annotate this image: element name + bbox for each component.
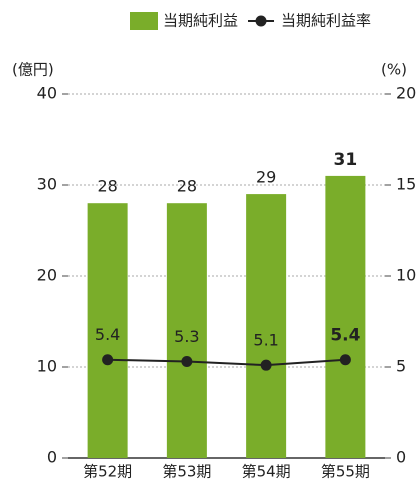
line-value-label: 5.1	[253, 331, 278, 350]
y2-axis-unit: (%)	[381, 61, 407, 79]
y-tick-label: 0	[47, 448, 57, 467]
y-tick-label: 40	[37, 84, 57, 103]
y-tick-label: 30	[37, 175, 57, 194]
bar-value-label: 28	[177, 177, 197, 196]
legend-label: 当期純利益	[163, 12, 238, 30]
y2-tick-label: 20	[396, 84, 416, 103]
legend-swatch	[255, 15, 267, 27]
x-tick-label: 第53期	[162, 463, 211, 481]
x-tick-label: 第52期	[83, 463, 132, 481]
bar	[246, 194, 287, 458]
x-tick-label: 第54期	[242, 463, 291, 481]
legend-label: 当期純利益率	[281, 12, 371, 30]
y2-tick-label: 15	[396, 175, 416, 194]
line-point	[181, 356, 193, 368]
line-value-label: 5.4	[95, 325, 120, 344]
y2-tick-label: 5	[396, 357, 406, 376]
bar	[87, 203, 128, 458]
y2-tick-label: 0	[396, 448, 406, 467]
line	[107, 358, 346, 367]
line-point	[260, 359, 272, 371]
bar	[325, 175, 366, 458]
line-point	[339, 354, 351, 366]
y2-tick-label: 10	[396, 266, 416, 285]
y-axis-unit: (億円)	[12, 61, 54, 79]
bar-value-label: 31	[334, 150, 358, 170]
y-tick-label: 10	[37, 357, 57, 376]
y-tick-label: 20	[37, 266, 57, 285]
line-value-label: 5.3	[174, 327, 199, 346]
line-value-label: 5.4	[330, 326, 360, 346]
bar	[166, 203, 207, 458]
legend-swatch	[130, 12, 158, 30]
bar-value-label: 28	[97, 177, 117, 196]
line-point	[102, 354, 114, 366]
bar-value-label: 29	[256, 168, 276, 187]
x-tick-label: 第55期	[321, 463, 370, 481]
